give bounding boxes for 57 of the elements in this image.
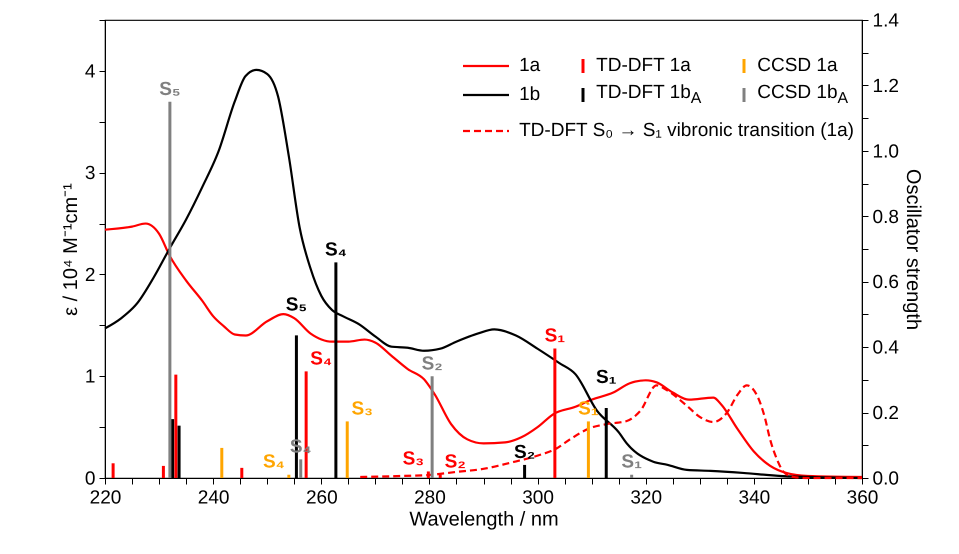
y-tick-label: 4 [84,61,96,82]
x-tick-label: 280 [414,488,446,508]
data-label: S₂ [514,442,536,463]
y-tick-label: 1 [84,366,96,388]
data-label: S₁ [596,366,617,388]
legend-label: TD-DFT 1a [596,54,691,78]
x-tick-label: 340 [738,488,770,508]
bar [299,459,302,478]
y-tick-label: 2 [84,264,96,286]
y2-tick-label: 1.0 [872,141,899,162]
data-label: S₃ [402,448,424,470]
y-axis-title: ε / 10⁴ M⁻¹cm⁻¹ [60,182,82,316]
y-tick-label: 3 [84,163,96,184]
bar [586,421,590,478]
data-label: S₁ [578,398,599,420]
bar [112,463,115,478]
legend-label: 1b [519,82,540,106]
data-label: S₄ [325,239,347,260]
legend-label: CCSD 1b$_{A}$ [757,80,848,108]
x-tick-label: 240 [198,488,230,508]
data-label: S₄ [262,452,285,473]
bar [162,466,165,478]
y2-tick-label: 0.0 [872,468,899,490]
x-tick-label: 320 [630,488,662,508]
data-label: S₁ [621,452,642,473]
y2-tick-label: 1.2 [872,76,899,97]
data-label: S₂ [422,353,443,374]
x-tick-label: 360 [846,488,878,508]
x-axis-title: Wavelength / nm [409,508,559,530]
bar [430,376,434,478]
bar [240,468,244,478]
data-label: S₃ [352,398,373,420]
data-label: S₅ [159,78,181,100]
y2-tick-label: 0.2 [872,403,899,424]
data-label: S₄ [310,348,332,370]
y2-tick-label: 0.8 [872,206,899,228]
data-label: S₂ [444,452,466,473]
y2-tick-label: 0.4 [872,338,900,359]
y2-tick-label: 0.6 [872,272,899,294]
legend-label: TD-DFT 1b$_{A}$ [596,80,702,108]
bar [287,474,290,478]
x-tick-label: 260 [306,488,338,508]
bar [174,374,178,478]
bar [168,102,172,478]
y-tick-label: 0 [84,468,96,490]
data-label: S₁ [544,325,566,346]
data-label: S₅ [286,294,308,316]
legend-label: TD-DFT S₀ → S₁ vibronic transition (1a) [519,119,854,144]
legend-label: CCSD 1a [757,54,838,78]
x-tick-label: 300 [522,488,554,508]
bar [346,421,349,478]
legend-label: 1a [519,54,540,78]
x-tick-label: 220 [90,488,122,508]
y2-tick-label: 1.4 [872,10,900,32]
y2-axis-title: Oscillator strength [902,168,924,330]
bar [220,448,224,478]
bar [630,474,634,478]
